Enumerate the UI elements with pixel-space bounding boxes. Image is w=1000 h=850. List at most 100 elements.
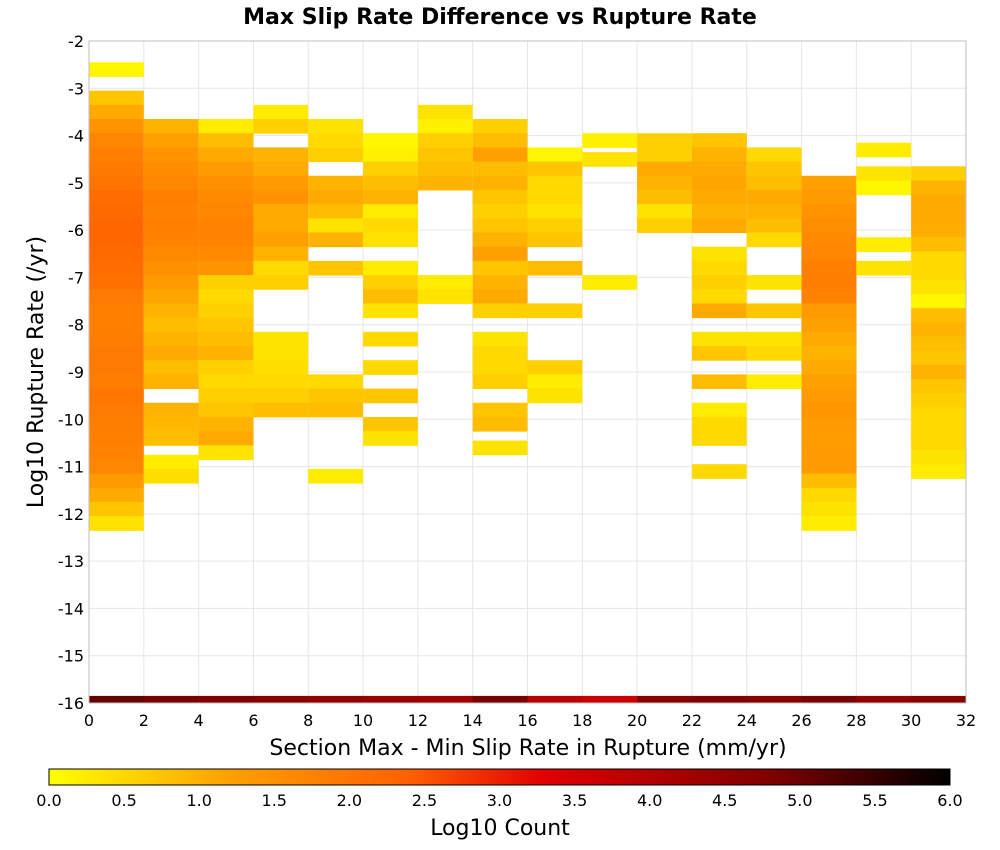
heatmap-cell [801, 374, 857, 390]
heatmap-cell [143, 345, 199, 361]
heatmap-cell [363, 218, 418, 234]
heatmap-cell [89, 246, 144, 262]
x-tick-label: 12 [408, 711, 428, 730]
heatmap-cell [417, 104, 473, 120]
heatmap-cell-bottom [472, 695, 528, 703]
heatmap-cell [911, 364, 966, 380]
heatmap-cell [746, 204, 802, 219]
heatmap-cell [911, 421, 966, 437]
colorbar-ticks: 0.0 0.5 1.0 1.5 2.0 2.5 3.0 3.5 4.0 4.5 5.0 5.5 6.0 [36, 791, 962, 810]
heatmap-cell [89, 459, 144, 475]
heatmap-cell [198, 218, 254, 234]
heatmap-cell [363, 275, 418, 290]
heatmap-cell [198, 119, 254, 134]
heatmap-cell [911, 265, 966, 281]
heatmap-cell [527, 189, 583, 205]
heatmap-cell [89, 289, 144, 304]
x-tick-label: 16 [517, 711, 537, 730]
heatmap-cell [417, 275, 473, 290]
heatmap-cell [198, 388, 254, 404]
colorbar-tick-label: 0.0 [36, 791, 61, 810]
heatmap-cell [691, 189, 747, 205]
heatmap-cell [89, 175, 144, 191]
heatmap-cell [253, 260, 309, 276]
heatmap-cell [801, 303, 857, 319]
heatmap-cell-bottom [143, 695, 199, 703]
heatmap-cell-bottom [801, 695, 857, 703]
heatmap-cell [691, 147, 747, 163]
heatmap-cell [527, 161, 583, 177]
heatmap-cell [363, 204, 418, 219]
heatmap-cell [527, 260, 583, 276]
x-tick-label: 10 [353, 711, 373, 730]
heatmap-cell [801, 345, 857, 361]
heatmap-cell [801, 331, 857, 347]
heatmap-cell [911, 407, 966, 423]
heatmap-cell [801, 260, 857, 276]
heatmap-cell [527, 374, 583, 390]
x-axis-label: Section Max - Min Slip Rate in Rupture (… [269, 736, 786, 761]
heatmap-cell [143, 232, 199, 248]
heatmap-cell [417, 119, 473, 134]
heatmap-cell [911, 322, 966, 338]
colorbar-tick-label: 2.0 [337, 791, 362, 810]
heatmap-cell [308, 232, 364, 248]
heatmap-cell [691, 204, 747, 219]
heatmap-cell [691, 175, 747, 191]
x-tick-label: 8 [303, 711, 313, 730]
heatmap-cell [911, 393, 966, 408]
heatmap-cell [198, 133, 254, 148]
y-axis-label: Log10 Rupture Rate (/yr) [24, 236, 49, 508]
heatmap-cell [911, 450, 966, 465]
heatmap-cell [801, 416, 857, 432]
heatmap-cell [746, 303, 802, 319]
heatmap-cell [198, 445, 254, 460]
heatmap-cell [308, 468, 364, 484]
heatmap-cell [691, 331, 747, 347]
heatmap-cell [472, 402, 528, 418]
heatmap-cell [143, 275, 199, 290]
heatmap-cell [253, 374, 309, 390]
heatmap-cell [89, 473, 144, 489]
heatmap-cell [143, 119, 199, 134]
x-tick-label: 24 [737, 711, 757, 730]
heatmap-cell [143, 317, 199, 333]
y-axis-ticks: -2 -3 -4 -5 -6 -7 -8 -9 -10 -11 -12 -13 -14 -15 -16 [58, 32, 84, 713]
heatmap-cell-bottom [417, 695, 473, 703]
y-tick-label: -4 [68, 127, 84, 146]
heatmap-cell [856, 260, 912, 276]
heatmap-cell [472, 189, 528, 205]
heatmap-cell [253, 204, 309, 219]
heatmap-cell [527, 232, 583, 248]
heatmap-cell [89, 331, 144, 347]
heatmap-cell [363, 232, 418, 248]
heatmap-cell [143, 189, 199, 205]
colorbar-tick-label: 0.5 [111, 791, 136, 810]
heatmap-cell [472, 374, 528, 390]
plot-frame [88, 40, 967, 704]
heatmap-cell [911, 336, 966, 352]
heatmap-cell [637, 147, 692, 163]
heatmap-cell [253, 104, 309, 120]
x-tick-label: 26 [791, 711, 811, 730]
y-tick-label: -7 [68, 268, 84, 287]
heatmap-cell [911, 350, 966, 366]
heatmap-cell [472, 161, 528, 177]
heatmap-cell [363, 303, 418, 319]
heatmap-cell [746, 331, 802, 347]
heatmap-cell [253, 331, 309, 347]
heatmap-cell [89, 516, 144, 531]
colorbar-tick-label: 6.0 [937, 791, 962, 810]
heatmap-cell [198, 175, 254, 191]
heatmap-cell [198, 303, 254, 319]
heatmap-cell [472, 331, 528, 347]
heatmap-cell [801, 502, 857, 517]
x-tick-label: 2 [139, 711, 149, 730]
heatmap-cell [89, 374, 144, 390]
heatmap-cell [198, 360, 254, 375]
heatmap-cell [527, 303, 583, 319]
heatmap-cell [637, 218, 692, 234]
heatmap-cell [143, 147, 199, 163]
heatmap-cell-bottom [253, 695, 309, 703]
